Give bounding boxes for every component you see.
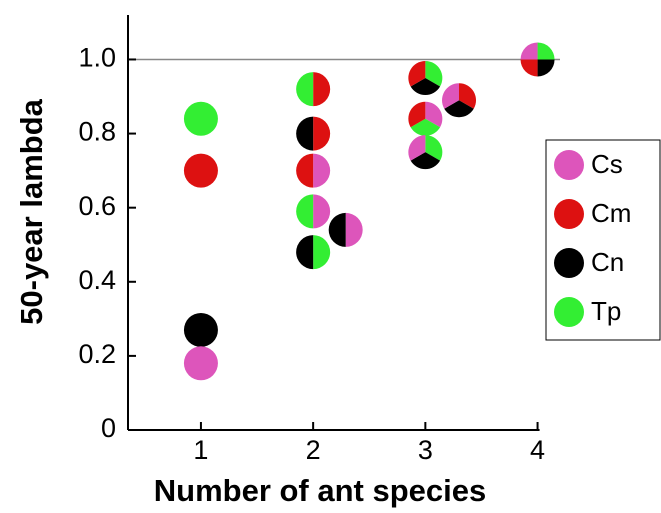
wedge [183, 153, 218, 188]
legend-label: Cm [591, 198, 631, 228]
point [408, 60, 443, 95]
wedge [328, 212, 346, 247]
wedge [425, 60, 443, 87]
legend-marker [554, 248, 584, 278]
x-tick-label: 3 [418, 435, 433, 465]
wedge [313, 116, 331, 151]
wedge [444, 100, 474, 118]
point [183, 101, 218, 136]
wedge [459, 83, 477, 109]
wedge [408, 135, 426, 161]
y-tick-label: 0.4 [78, 265, 116, 295]
wedge [313, 72, 331, 107]
wedge [183, 101, 218, 136]
wedge [410, 118, 441, 136]
x-axis-label: Number of ant species [154, 473, 486, 508]
wedge [537, 59, 555, 77]
wedge [313, 153, 331, 188]
y-tick-label: 0.8 [78, 117, 116, 147]
x-tick-label: 2 [306, 435, 321, 465]
point [296, 235, 331, 270]
legend-label: Cs [591, 149, 623, 179]
legend-marker [554, 199, 584, 229]
wedge [537, 42, 555, 60]
wedge [313, 235, 331, 270]
legend-marker [554, 150, 584, 180]
y-tick-label: 0.6 [78, 191, 116, 221]
wedge [296, 72, 314, 107]
point [408, 135, 443, 170]
point [183, 153, 218, 188]
point [296, 153, 331, 188]
wedge [410, 152, 441, 170]
point [296, 116, 331, 151]
wedge [520, 59, 538, 77]
point [183, 346, 218, 381]
wedge [520, 42, 538, 60]
legend-label: Tp [591, 296, 621, 326]
wedge [296, 116, 314, 151]
wedge [296, 153, 314, 188]
wedge [296, 194, 314, 229]
wedge [313, 194, 331, 229]
point [183, 312, 218, 347]
point [296, 72, 331, 107]
y-tick-label: 0 [101, 413, 116, 443]
wedge [183, 346, 218, 381]
wedge [410, 77, 441, 95]
wedge [442, 83, 460, 109]
point [328, 212, 363, 247]
y-axis-label: 50-year lambda [14, 98, 49, 324]
legend-marker [554, 297, 584, 327]
wedge [408, 60, 426, 87]
x-tick-label: 4 [530, 435, 545, 465]
y-tick-label: 0.2 [78, 339, 116, 369]
legend-label: Cn [591, 247, 624, 277]
point [520, 42, 555, 77]
wedge [408, 101, 426, 128]
point [408, 101, 443, 136]
x-tick-label: 1 [193, 435, 208, 465]
wedge [345, 212, 363, 247]
point [442, 83, 477, 118]
wedge [425, 135, 443, 161]
wedge [425, 101, 443, 128]
wedge [296, 235, 314, 270]
wedge [183, 312, 218, 347]
y-tick-label: 1.0 [78, 43, 116, 73]
point [296, 194, 331, 229]
